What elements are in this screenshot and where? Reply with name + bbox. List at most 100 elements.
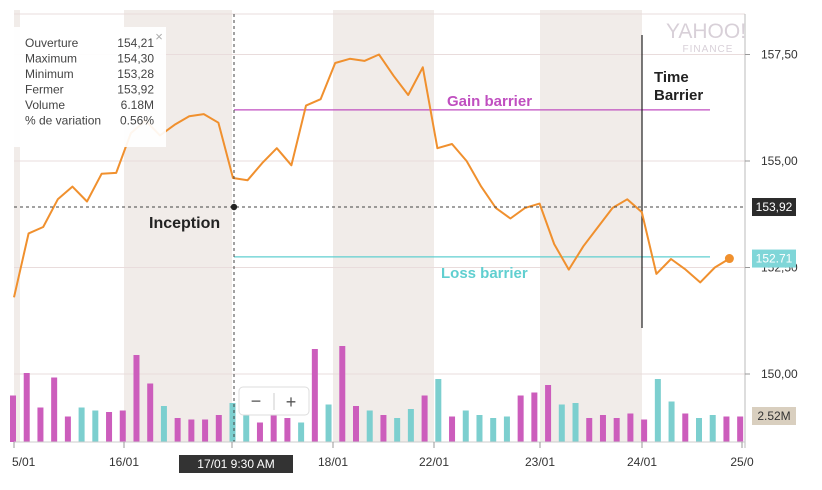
session-bands (14, 10, 642, 442)
tooltip-row-value: 154,30 (117, 52, 154, 66)
annotations: Inception Gain barrier Loss barrier TimeBar… (149, 69, 703, 282)
volume-bar (490, 418, 497, 442)
volume-bar (106, 412, 113, 442)
volume-bar (449, 416, 456, 442)
zoom-out-button[interactable]: − (251, 391, 262, 411)
volume-bar (627, 413, 634, 442)
volume-bar (503, 416, 510, 442)
volume-tag-label: 2.52M (757, 409, 790, 423)
gain-barrier-label: Gain barrier (447, 93, 532, 110)
crosshair-price-tag (752, 198, 796, 217)
volume-bar (394, 418, 401, 442)
volume-bar (421, 395, 428, 442)
volume-bar (229, 403, 236, 442)
ohlc-tooltip (14, 27, 166, 147)
yahoo-finance-logo-sub: FINANCE (683, 44, 734, 55)
tooltip-row-label: Volume (25, 98, 65, 112)
volume-bars (10, 346, 744, 442)
crosshair-price-label: 153,92 (756, 200, 793, 214)
volume-bar (737, 416, 744, 442)
session-band (14, 10, 20, 442)
volume-bar (133, 355, 140, 442)
volume-bar (215, 415, 222, 442)
x-tick-label: 25/0 (730, 455, 754, 469)
tooltip-row-label: Maximum (25, 52, 77, 66)
x-tick-label: 5/01 (12, 455, 36, 469)
volume-bar (119, 410, 126, 442)
volume-tag (752, 407, 796, 425)
volume-bar (545, 385, 552, 442)
volume-bar (572, 403, 579, 442)
x-tick-label: 23/01 (525, 455, 555, 469)
volume-bar (462, 410, 469, 442)
loss-barrier-label: Loss barrier (441, 265, 528, 282)
x-tick-label: 18/01 (318, 455, 348, 469)
tooltip-row-label: % de variation (25, 114, 101, 128)
crosshair-dot (230, 203, 238, 211)
tooltip-row-value: 0.56% (120, 114, 154, 128)
zoom-in-button[interactable]: + (286, 392, 297, 412)
volume-bar (668, 401, 675, 442)
volume-bar (654, 379, 661, 442)
volume-bar (682, 413, 689, 442)
crosshair[interactable] (14, 14, 745, 442)
volume-bar (284, 418, 291, 442)
volume-bar (174, 418, 181, 442)
time-barrier-label-line1: Time (654, 69, 689, 86)
x-tick-label: 22/01 (419, 455, 449, 469)
volume-bar (709, 415, 716, 442)
volume-bar (380, 415, 387, 442)
volume-bar (51, 377, 58, 442)
session-band (333, 10, 434, 442)
volume-bar (723, 416, 730, 442)
volume-bar (558, 404, 565, 442)
volume-bar (641, 419, 648, 442)
volume-bar (37, 407, 44, 442)
tooltip-row-label: Ouverture (25, 36, 79, 50)
volume-bar (366, 410, 373, 442)
volume-bar (531, 392, 538, 442)
volume-bar (188, 419, 195, 442)
volume-bar (599, 415, 606, 442)
volume-bar (23, 373, 30, 442)
volume-bar (311, 349, 318, 442)
last-price-label: 152.71 (756, 252, 793, 266)
volume-bar (147, 383, 154, 442)
volume-bar (298, 422, 305, 442)
last-price-tag (752, 249, 796, 268)
y-tick-label: 155,00 (761, 154, 798, 168)
volume-bar (78, 407, 85, 442)
volume-bar (435, 379, 442, 442)
session-band (540, 10, 642, 442)
barrier-lines (234, 35, 710, 328)
volume-bar (64, 416, 71, 442)
y-tick-label: 157,50 (761, 48, 798, 62)
volume-bar (270, 413, 277, 442)
yahoo-finance-logo: YAHOO! (666, 20, 746, 43)
x-tick-label: 24/01 (627, 455, 657, 469)
tooltip-row-value: 153,92 (117, 83, 154, 97)
volume-bar (256, 422, 263, 442)
volume-bar (243, 412, 250, 442)
y-tick-label: 150,00 (761, 367, 798, 381)
volume-bar (613, 418, 620, 442)
tooltip-row-value: 6.18M (121, 98, 154, 112)
volume-bar (92, 410, 99, 442)
volume-bar (696, 418, 702, 442)
crosshair-date-label: 17/01 9:30 AM (197, 457, 274, 471)
volume-bar (476, 415, 483, 442)
tooltip-row-label: Minimum (25, 67, 74, 81)
volume-bar (339, 346, 346, 442)
tooltip-close-icon[interactable]: × (155, 29, 163, 44)
volume-bar (10, 395, 16, 442)
tooltip-row-value: 153,28 (117, 67, 154, 81)
inception-label: Inception (149, 215, 220, 232)
tooltip-row-value: 154,21 (117, 36, 154, 50)
last-price-dot (724, 254, 734, 264)
volume-bar (407, 409, 414, 442)
volume-bar (353, 406, 359, 442)
time-barrier-label-line2: Barrier (654, 87, 703, 104)
x-tick-label: 16/01 (109, 455, 139, 469)
volume-bar (160, 406, 167, 442)
